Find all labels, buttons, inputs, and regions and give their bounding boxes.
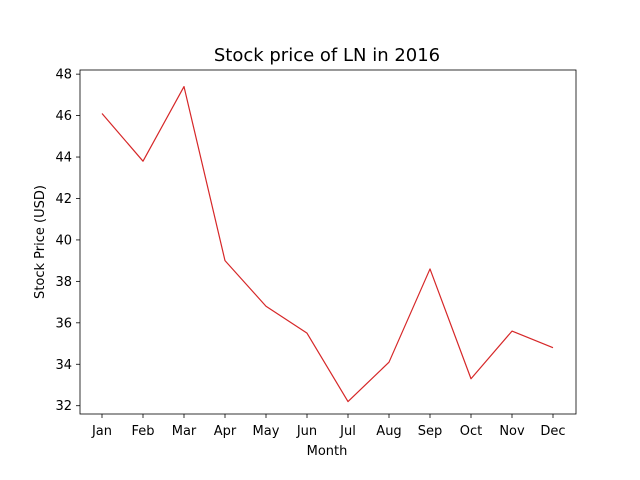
y-tick-label: 38 xyxy=(55,275,72,290)
y-tick-label: 36 xyxy=(55,316,72,331)
x-tick-label: May xyxy=(253,424,280,439)
x-tick-label: Nov xyxy=(499,424,525,439)
y-tick-label: 42 xyxy=(55,192,72,207)
x-tick-label: Jan xyxy=(91,424,112,439)
chart-title: Stock price of LN in 2016 xyxy=(214,45,440,66)
y-tick-label: 48 xyxy=(55,68,72,83)
x-tick-label: Jun xyxy=(296,424,317,439)
x-tick-label: Apr xyxy=(214,424,237,439)
y-tick-label: 32 xyxy=(55,399,72,414)
x-tick-label: Jul xyxy=(339,424,356,439)
x-tick-label: Aug xyxy=(376,424,401,439)
x-axis-label: Month xyxy=(307,444,348,459)
x-tick-label: Sep xyxy=(418,424,443,439)
y-axis-label: Stock Price (USD) xyxy=(33,185,48,299)
x-tick-label: Oct xyxy=(460,424,482,439)
y-tick-label: 44 xyxy=(55,151,72,166)
y-tick-label: 40 xyxy=(55,233,72,248)
y-tick-label: 46 xyxy=(55,109,72,124)
y-tick-label: 34 xyxy=(55,358,72,373)
x-tick-label: Mar xyxy=(172,424,197,439)
x-tick-label: Dec xyxy=(540,424,565,439)
x-tick-label: Feb xyxy=(131,424,154,439)
